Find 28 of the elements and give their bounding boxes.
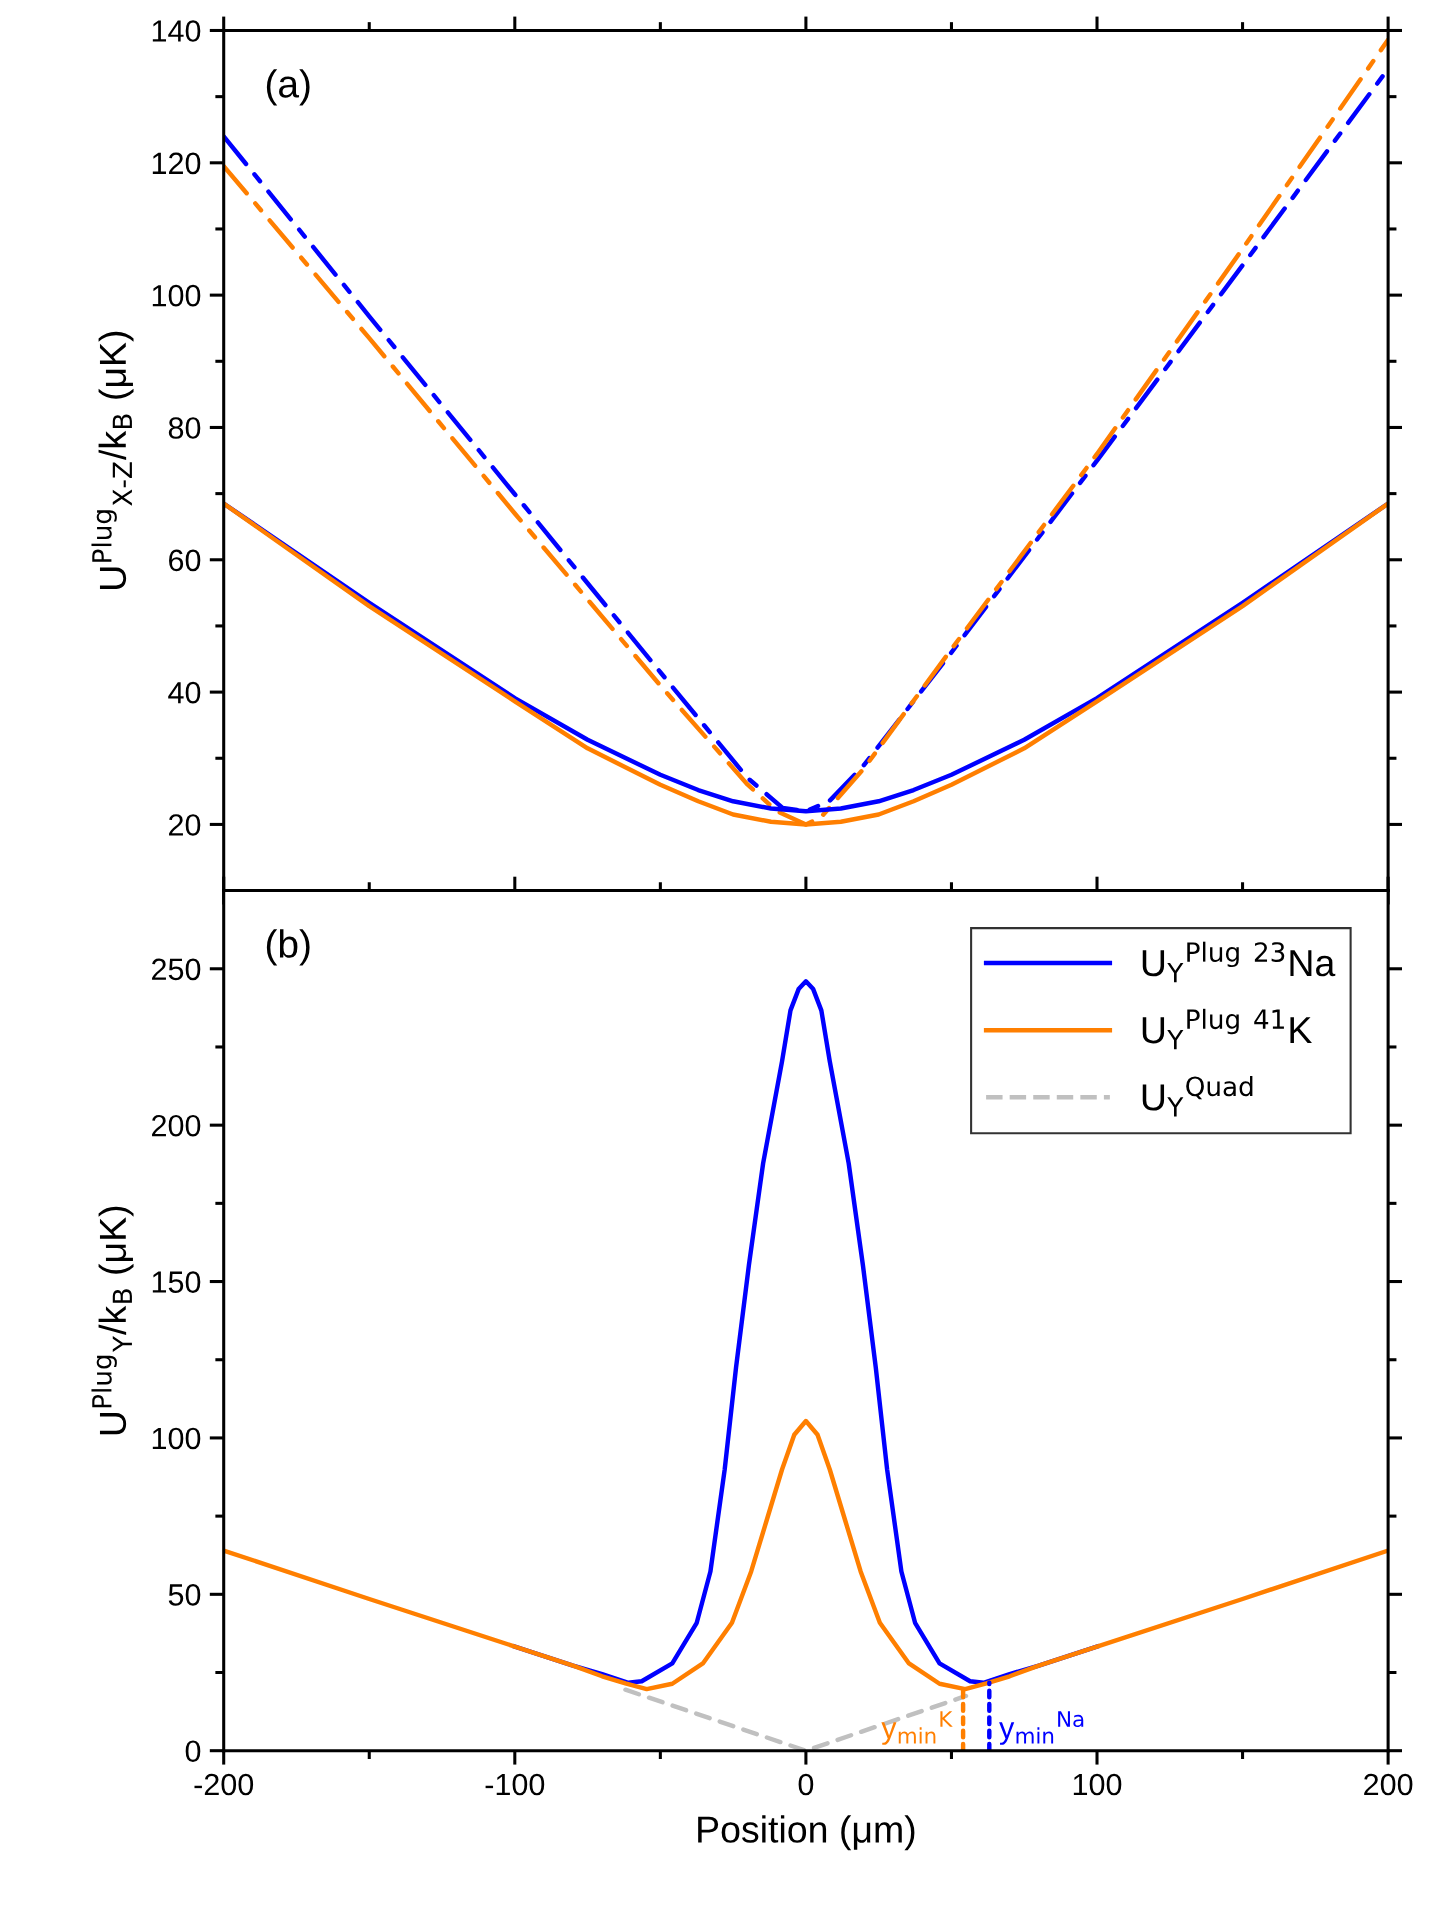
y-tick-label: 140 (152, 20, 201, 42)
y-axis-title: U$^{Plug}$$_{X-Z}$/k$_{B}$ (μK) (91, 331, 134, 589)
legend-label: U$_{Y}$$^{Quad}$ (1142, 1075, 1253, 1117)
y-tick-label: 200 (152, 1114, 201, 1137)
legend-label: U$_{Y}$$^{Plug 23}$Na (1142, 941, 1336, 983)
y-tick-label: 100 (152, 284, 201, 307)
y-tick-label: 100 (152, 1427, 201, 1450)
y-tick-label: 250 (152, 958, 201, 981)
x-tick-label: -200 (194, 1773, 254, 1796)
y-tick-label: 80 (168, 417, 201, 439)
y-tick-label: 50 (168, 1584, 201, 1606)
annotation: y$_{min}$$^{Na}$ (999, 1711, 1084, 1745)
legend-label: U$_{Y}$$^{Plug 41}$K (1142, 1008, 1312, 1050)
annotation: y$_{min}$$^{K}$ (881, 1711, 953, 1745)
x-axis-title: Position (μm) (698, 1815, 915, 1851)
y-tick-label: 20 (169, 814, 201, 836)
annotation: (a) (266, 69, 310, 106)
y-tick-label: 150 (152, 1271, 201, 1293)
annotation: (b) (266, 929, 310, 966)
y-tick-label: 60 (169, 549, 201, 572)
y-tick-label: 40 (168, 681, 201, 704)
x-tick-label: 0 (798, 1773, 814, 1796)
y-axis-title: U$^{Plug}$$_{Y}$/k$_{B}$ (μK) (91, 1206, 134, 1435)
x-tick-label: -100 (485, 1773, 545, 1796)
y-tick-label: 120 (152, 152, 201, 175)
x-tick-label: 200 (1364, 1773, 1413, 1796)
y-tick-label: 0 (185, 1740, 201, 1763)
x-tick-label: 100 (1073, 1773, 1122, 1796)
